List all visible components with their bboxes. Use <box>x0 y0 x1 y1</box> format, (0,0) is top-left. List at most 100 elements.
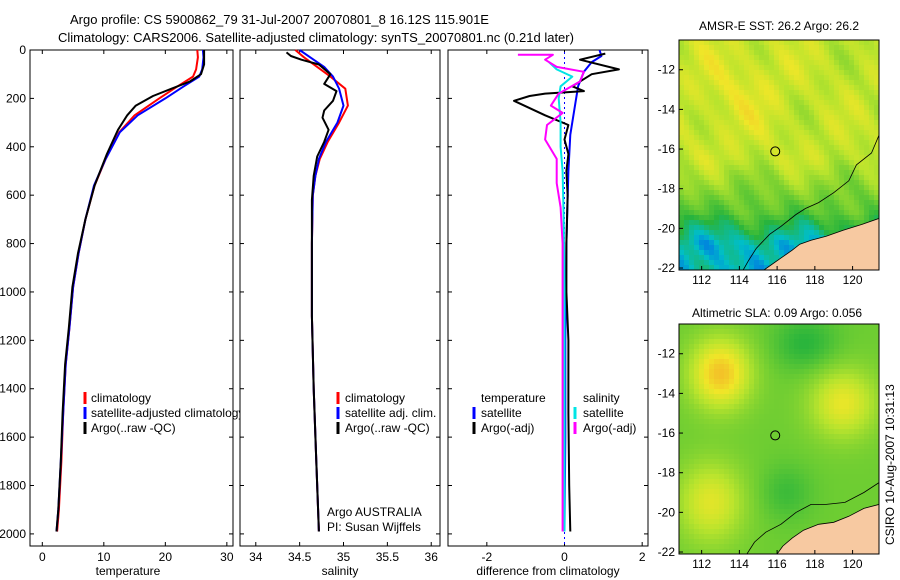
map-cell <box>749 504 755 510</box>
map-cell <box>844 324 850 330</box>
map-cell <box>839 130 845 136</box>
map-cell <box>684 245 690 251</box>
map-cell <box>794 464 800 470</box>
map-cell <box>809 494 815 500</box>
map-cell <box>814 185 820 191</box>
map-cell <box>709 250 715 256</box>
map-cell <box>749 100 755 106</box>
map-cell <box>874 210 879 216</box>
map-cell <box>849 394 855 400</box>
map-cell <box>704 75 710 81</box>
map-cell <box>684 444 690 450</box>
map-cell <box>749 190 755 196</box>
map-cell <box>869 434 875 440</box>
x-tick-label: 30 <box>220 550 234 564</box>
map-cell <box>804 419 810 425</box>
map-cell <box>829 404 835 410</box>
map-cell <box>854 424 860 430</box>
map-cell <box>794 404 800 410</box>
map-cell <box>744 499 750 505</box>
map-cell <box>854 105 860 111</box>
map-cell <box>804 200 810 206</box>
map-cell <box>804 429 810 435</box>
map-cell <box>749 379 755 385</box>
map-cell <box>769 80 775 86</box>
map-cell <box>684 459 690 465</box>
map-cell <box>724 255 730 261</box>
map-cell <box>714 45 720 51</box>
map-cell <box>854 110 860 116</box>
map-cell <box>799 504 805 510</box>
map-cell <box>839 439 845 445</box>
map-cell <box>779 60 785 66</box>
map-cell <box>719 200 725 206</box>
map-cell <box>799 509 805 515</box>
map-cell <box>864 110 870 116</box>
map-cell <box>709 409 715 415</box>
map-cell <box>704 70 710 76</box>
map-cell <box>789 429 795 435</box>
map-cell <box>824 105 830 111</box>
series-line-argo-raw-qc <box>55 50 206 532</box>
map-cell <box>714 230 720 236</box>
map-cell <box>849 200 855 206</box>
map-cell <box>779 439 785 445</box>
legend-title-salinity: salinity <box>583 391 620 405</box>
map-cell <box>739 195 745 201</box>
map-cell <box>864 379 870 385</box>
map-cell <box>789 240 795 246</box>
map-cell <box>789 80 795 86</box>
map-cell <box>754 75 760 81</box>
map-cell <box>809 60 815 66</box>
map-cell <box>814 454 820 460</box>
map-cell <box>769 419 775 425</box>
map-cell <box>779 100 785 106</box>
map-cell <box>804 55 810 61</box>
map-cell <box>869 479 875 485</box>
map-cell <box>684 389 690 395</box>
map-cell <box>774 339 780 345</box>
map-cell <box>874 185 879 191</box>
map-cell <box>799 379 805 385</box>
map-cell <box>839 165 845 171</box>
map-cell <box>699 220 705 226</box>
map-y-tick-label: -20 <box>658 505 676 519</box>
map-cell <box>754 534 760 540</box>
map-cell <box>724 354 730 360</box>
map-cell <box>729 409 735 415</box>
map-cell <box>739 115 745 121</box>
map-cell <box>834 90 840 96</box>
map-cell <box>804 404 810 410</box>
map-cell <box>789 514 795 520</box>
map-cell <box>769 324 775 330</box>
map-cell <box>784 339 790 345</box>
map-cell <box>799 240 805 246</box>
map-cell <box>709 424 715 430</box>
map-cell <box>754 85 760 91</box>
map-cell <box>694 60 700 66</box>
map-cell <box>834 509 840 515</box>
map-cell <box>839 220 845 226</box>
map-cell <box>859 135 865 141</box>
map-cell <box>729 454 735 460</box>
map-cell <box>709 384 715 390</box>
map-cell <box>864 75 870 81</box>
map-cell <box>769 190 775 196</box>
map-cell <box>724 324 730 330</box>
map-cell <box>799 95 805 101</box>
map-cell <box>774 215 780 221</box>
map-cell <box>874 379 879 385</box>
map-cell <box>829 215 835 221</box>
map-cell <box>814 40 820 46</box>
map-cell <box>869 70 875 76</box>
map-cell <box>749 155 755 161</box>
map-cell <box>739 414 745 420</box>
map-cell <box>719 120 725 126</box>
map-cell <box>694 235 700 241</box>
map-cell <box>724 404 730 410</box>
map-cell <box>809 205 815 211</box>
map-cell <box>689 235 695 241</box>
map-cell <box>814 135 820 141</box>
map-cell <box>699 539 705 545</box>
map-cell <box>799 205 805 211</box>
